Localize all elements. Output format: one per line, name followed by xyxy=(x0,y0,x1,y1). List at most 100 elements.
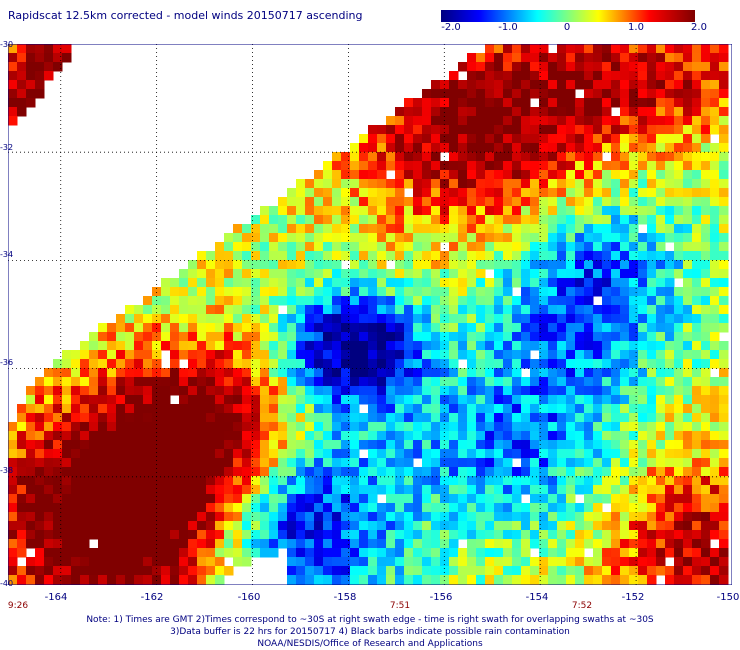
wind-cell xyxy=(485,170,495,180)
wind-cell xyxy=(710,494,720,504)
wind-cell xyxy=(584,233,594,243)
wind-cell xyxy=(593,431,603,441)
wind-cell xyxy=(359,359,369,369)
wind-cell xyxy=(683,395,693,405)
wind-cell xyxy=(674,269,684,279)
wind-cell xyxy=(440,503,450,513)
wind-cell xyxy=(620,386,630,396)
wind-cell xyxy=(323,539,333,549)
wind-cell xyxy=(386,179,396,189)
wind-cell xyxy=(341,206,351,216)
wind-cell xyxy=(719,71,729,81)
wind-cell xyxy=(566,386,576,396)
wind-cell xyxy=(530,404,540,414)
wind-cell xyxy=(17,512,27,522)
wind-cell xyxy=(170,476,180,486)
wind-cell xyxy=(503,341,513,351)
wind-cell xyxy=(197,287,207,297)
wind-cell xyxy=(494,278,504,288)
wind-cell xyxy=(350,278,360,288)
wind-cell xyxy=(296,458,306,468)
wind-cell xyxy=(206,287,216,297)
wind-cell xyxy=(17,71,27,81)
wind-cell xyxy=(314,350,324,360)
wind-cell xyxy=(503,377,513,387)
wind-cell xyxy=(665,314,675,324)
wind-cell xyxy=(512,467,522,477)
wind-cell xyxy=(323,224,333,234)
wind-cell xyxy=(692,179,702,189)
wind-cell xyxy=(665,458,675,468)
wind-cell xyxy=(17,440,27,450)
wind-cell xyxy=(422,332,432,342)
wind-cell xyxy=(710,350,720,360)
wind-cell xyxy=(107,395,117,405)
wind-cell xyxy=(242,377,252,387)
wind-cell xyxy=(413,530,423,540)
wind-cell xyxy=(350,260,360,270)
wind-cell xyxy=(287,215,297,225)
wind-cell xyxy=(593,422,603,432)
wind-cell xyxy=(692,62,702,72)
wind-cell xyxy=(683,98,693,108)
wind-cell xyxy=(125,431,135,441)
wind-cell xyxy=(503,98,513,108)
wind-cell xyxy=(449,557,459,567)
wind-cell xyxy=(692,161,702,171)
wind-cell xyxy=(584,422,594,432)
wind-cell xyxy=(377,503,387,513)
wind-cell xyxy=(674,458,684,468)
wind-cell xyxy=(611,71,621,81)
wind-cell xyxy=(665,62,675,72)
wind-cell xyxy=(395,296,405,306)
wind-cell xyxy=(440,188,450,198)
wind-cell xyxy=(215,566,225,576)
wind-cell xyxy=(602,197,612,207)
wind-cell xyxy=(503,323,513,333)
wind-cell xyxy=(89,431,99,441)
wind-cell xyxy=(233,413,243,423)
wind-cell xyxy=(575,548,585,558)
wind-cell xyxy=(188,422,198,432)
wind-cell xyxy=(494,530,504,540)
wind-cell xyxy=(485,179,495,189)
wind-cell xyxy=(260,332,270,342)
wind-cell xyxy=(152,314,162,324)
wind-cell xyxy=(431,224,441,234)
wind-cell xyxy=(629,368,639,378)
wind-cell xyxy=(143,341,153,351)
wind-cell xyxy=(8,449,18,459)
wind-cell xyxy=(710,161,720,171)
wind-cell xyxy=(458,251,468,261)
wind-cell xyxy=(665,278,675,288)
wind-cell xyxy=(440,485,450,495)
wind-cell xyxy=(377,485,387,495)
wind-cell xyxy=(692,269,702,279)
wind-cell xyxy=(116,413,126,423)
wind-cell xyxy=(341,242,351,252)
wind-cell xyxy=(602,287,612,297)
wind-cell xyxy=(620,368,630,378)
wind-cell xyxy=(26,71,36,81)
wind-cell xyxy=(719,386,729,396)
wind-cell xyxy=(656,188,666,198)
wind-cell xyxy=(476,449,486,459)
wind-cell xyxy=(683,485,693,495)
wind-cell xyxy=(566,377,576,387)
wind-cell xyxy=(170,350,180,360)
wind-cell xyxy=(71,395,81,405)
wind-cell xyxy=(170,566,180,576)
wind-cell xyxy=(440,386,450,396)
wind-cell xyxy=(44,71,54,81)
wind-cell xyxy=(386,440,396,450)
wind-cell xyxy=(305,278,315,288)
wind-cell xyxy=(179,431,189,441)
wind-cell xyxy=(557,566,567,576)
wind-cell xyxy=(494,134,504,144)
wind-cell xyxy=(647,431,657,441)
wind-cell xyxy=(431,449,441,459)
wind-cell xyxy=(503,125,513,135)
wind-cell xyxy=(242,449,252,459)
wind-cell xyxy=(350,359,360,369)
wind-cell xyxy=(701,539,711,549)
